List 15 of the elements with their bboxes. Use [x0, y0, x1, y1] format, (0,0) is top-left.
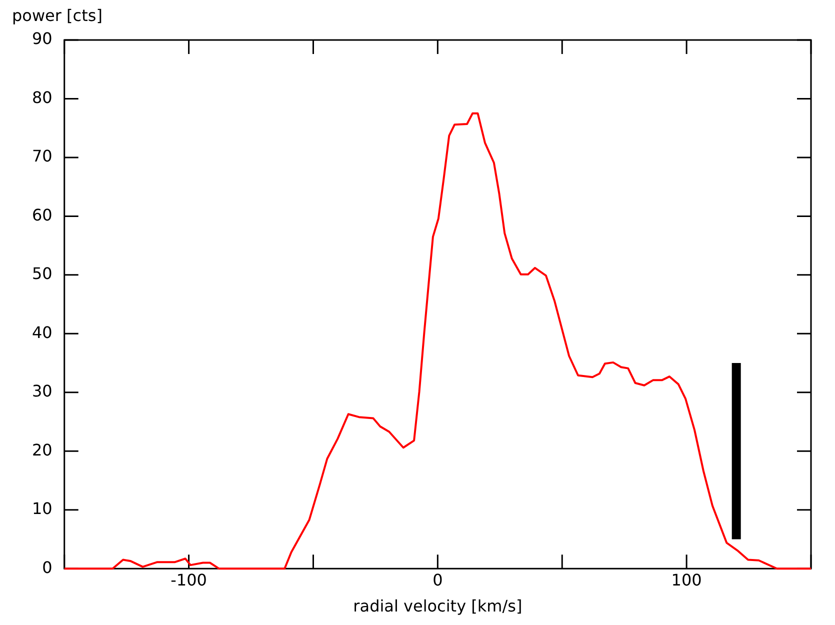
- y-tick-label: 60: [32, 205, 52, 224]
- x-tick-label: 100: [671, 570, 702, 590]
- y-tick-label: 90: [32, 29, 52, 48]
- x-axis-title: radial velocity [km/s]: [353, 596, 522, 616]
- y-tick-label: 20: [32, 440, 52, 460]
- x-tick-label: -100: [170, 570, 207, 590]
- y-tick-label: 80: [32, 88, 52, 107]
- y-tick-label: 10: [32, 499, 52, 518]
- y-tick-label: 40: [32, 322, 52, 342]
- y-tick-label: 70: [32, 146, 52, 166]
- y-tick-label: 50: [32, 264, 52, 284]
- y-tick-label: 30: [32, 382, 52, 401]
- x-tick-label: 0: [432, 570, 443, 590]
- y-axis-title: power [cts]: [12, 6, 102, 25]
- y-tick-label: 0: [42, 558, 52, 577]
